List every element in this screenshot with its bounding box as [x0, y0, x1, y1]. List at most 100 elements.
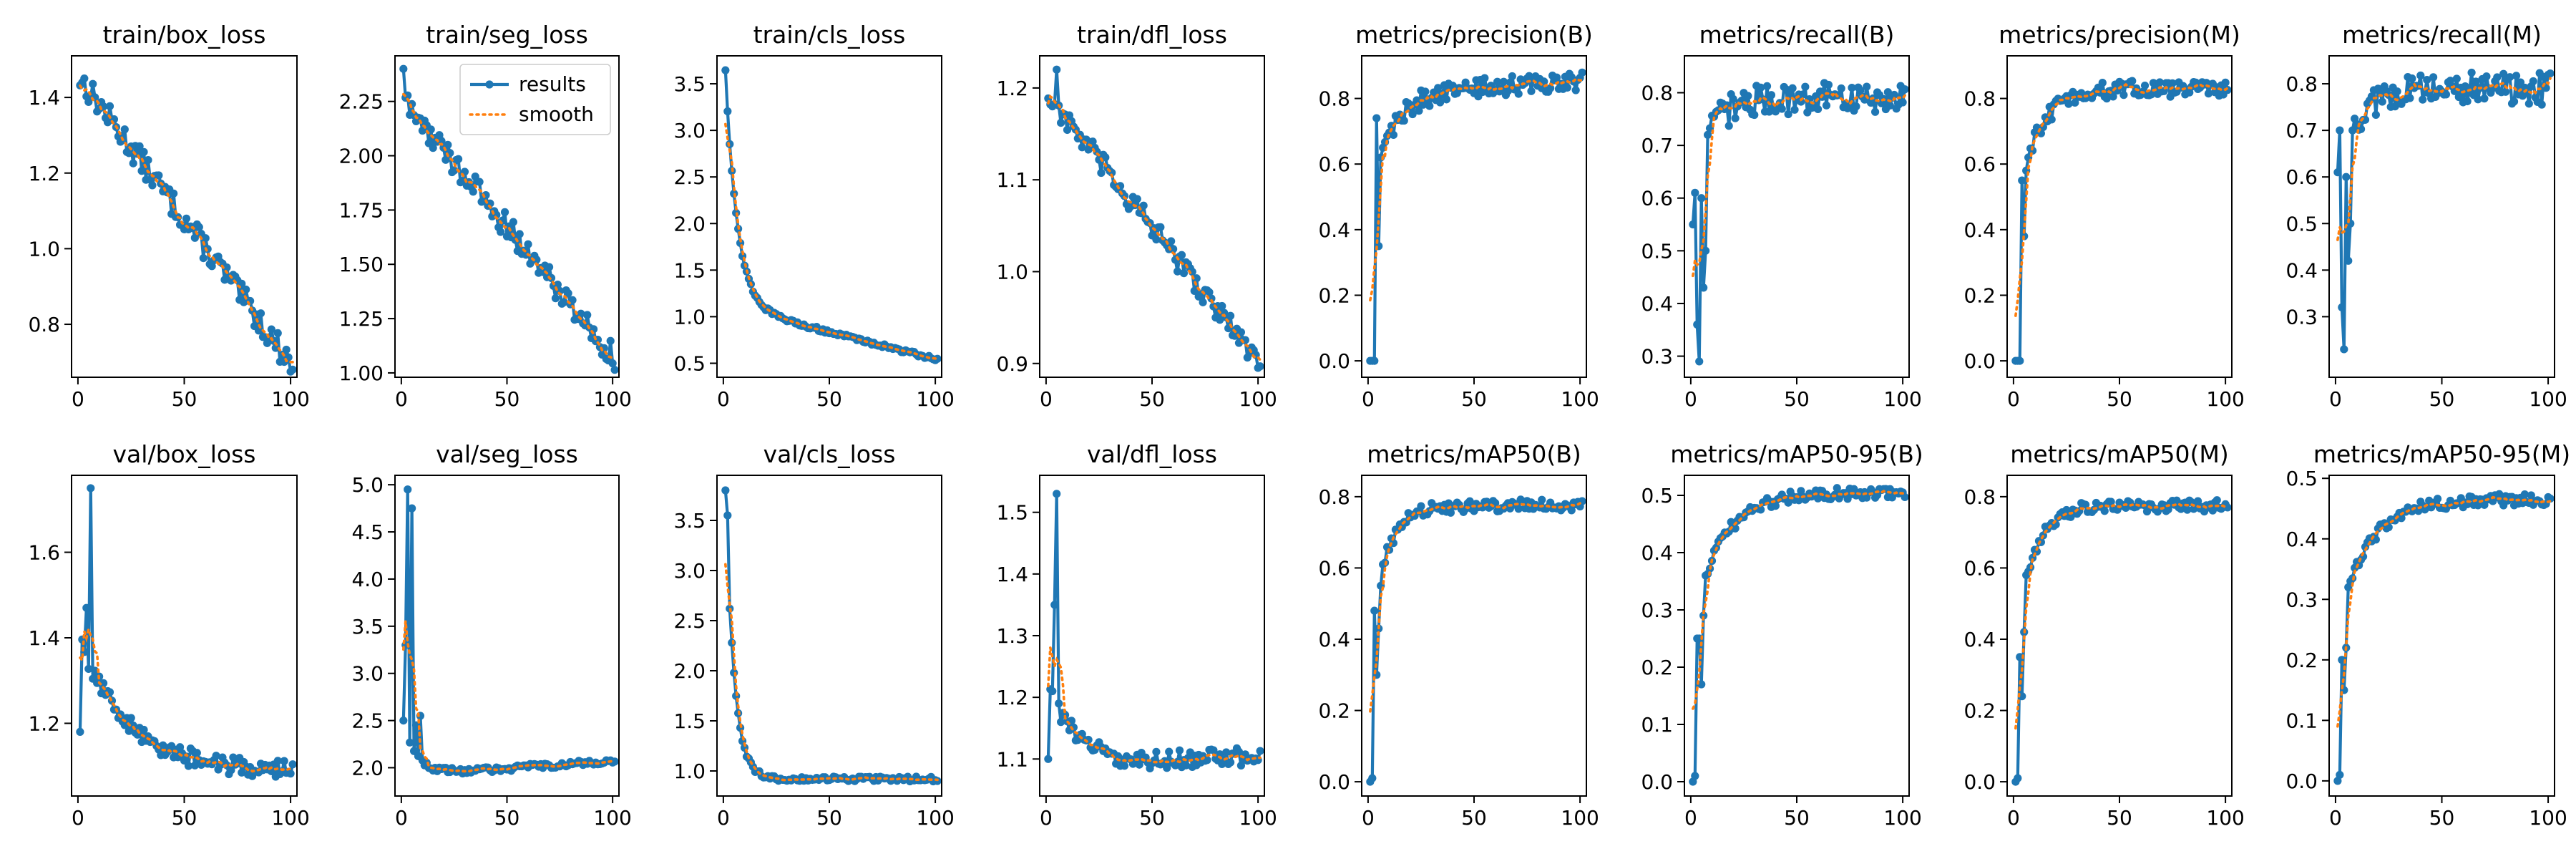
results-point — [2467, 68, 2476, 77]
results-point — [93, 679, 102, 687]
results-point — [1181, 761, 1190, 770]
x-tick-label: 0 — [72, 806, 84, 830]
results-point — [1152, 747, 1161, 756]
y-tick-label: 1.0 — [996, 260, 1028, 283]
results-point — [242, 285, 250, 294]
results-point — [1370, 606, 1379, 615]
results-point — [1165, 747, 1174, 756]
y-tick-label: 0.0 — [1963, 349, 1996, 373]
results-point — [201, 234, 210, 243]
subplot-15: metrics/mAP50-95(M) 0 50 100 0.0 0.1 0.2 0.3 0.4… — [2285, 440, 2570, 830]
axes-frame — [1361, 55, 1587, 378]
results-line — [723, 70, 939, 362]
results-point — [1506, 78, 1514, 87]
results-point — [1852, 102, 1860, 111]
results-point — [406, 738, 414, 747]
results-point — [2172, 496, 2181, 505]
results-point — [1050, 601, 1059, 609]
axes-frame — [2006, 55, 2233, 378]
y-tick-label: 0.0 — [1641, 770, 1673, 794]
results-point — [560, 298, 568, 306]
axes-frame — [71, 475, 298, 797]
results-point — [399, 64, 408, 73]
results-point — [1421, 87, 1430, 96]
results-point — [288, 760, 297, 769]
results-point — [195, 223, 203, 231]
subplot-9: val/seg_loss 0 50 100 2.0 2.5 3.0 3.5 4.0 4.5 5.0 — [351, 440, 631, 830]
results-point — [1885, 101, 1894, 110]
y-tick-label: 1.2 — [996, 686, 1028, 709]
subplot-14: metrics/mAP50(M) 0 50 100 0.0 0.2 0.4 0.6 0.8 — [1963, 440, 2244, 830]
results-point — [1256, 747, 1264, 755]
results-point — [450, 166, 459, 175]
results-point — [497, 228, 505, 236]
y-tick-label: 0.4 — [2285, 258, 2318, 282]
y-tick-label: 0.8 — [2285, 72, 2318, 96]
y-tick-label: 0.0 — [1963, 770, 1996, 794]
results-point — [1173, 267, 1182, 276]
results-point — [1890, 90, 1898, 100]
results-point — [1368, 774, 1377, 782]
results-point — [125, 727, 133, 735]
y-tick-label: 5.0 — [351, 473, 384, 497]
subplot-title: val/dfl_loss — [1087, 440, 1217, 468]
results-point — [1057, 118, 1065, 127]
plot-area — [1044, 490, 1264, 773]
results-point — [1167, 237, 1176, 246]
results-point — [1156, 223, 1165, 231]
axes-frame — [2006, 475, 2233, 797]
y-tick-label: 0.5 — [2285, 467, 2318, 490]
results-point — [1192, 274, 1201, 283]
results-point — [723, 107, 732, 116]
results-point — [1163, 764, 1171, 772]
results-point — [1833, 484, 1841, 492]
results-point — [577, 309, 585, 318]
results-point — [1750, 110, 1759, 120]
plot-area — [76, 484, 297, 781]
results-point — [190, 233, 199, 242]
x-tick-label: 100 — [1561, 806, 1599, 830]
results-point — [1552, 73, 1561, 82]
results-point — [2520, 490, 2529, 499]
results-point — [1697, 680, 1706, 689]
results-point — [2098, 79, 2107, 87]
results-point — [2419, 95, 2427, 104]
results-point — [1724, 122, 1733, 130]
x-tick-label: 50 — [1139, 387, 1165, 411]
results-point — [1190, 286, 1199, 295]
y-tick-label: 3.0 — [351, 662, 384, 686]
results-point — [2223, 86, 2232, 94]
results-point — [1871, 107, 1880, 116]
results-point — [2223, 503, 2232, 512]
y-tick-label: 0.8 — [28, 313, 60, 336]
x-tick-label: 50 — [2429, 387, 2455, 411]
results-point — [1771, 502, 1780, 510]
smooth-line — [2014, 82, 2229, 317]
results-point — [1216, 316, 1224, 324]
results-point — [2155, 78, 2164, 87]
results-point — [509, 218, 517, 226]
results-point — [583, 311, 592, 319]
y-tick-label: 1.0 — [673, 305, 706, 329]
results-point — [1777, 105, 1786, 113]
results-point — [728, 639, 736, 647]
x-tick-label: 100 — [1561, 387, 1599, 411]
results-point — [2463, 97, 2472, 106]
y-tick-label: 0.3 — [2285, 305, 2318, 329]
x-tick-label: 50 — [816, 387, 842, 411]
results-line — [78, 486, 295, 779]
x-tick-label: 100 — [271, 387, 309, 411]
results-point — [1177, 251, 1186, 259]
results-point — [500, 208, 509, 216]
y-tick-label: 0.4 — [1318, 218, 1350, 242]
results-point — [1729, 94, 1737, 103]
subplot-title: val/seg_loss — [436, 440, 578, 468]
results-point — [120, 125, 129, 134]
results-point — [1578, 68, 1586, 77]
results-point — [1784, 498, 1792, 507]
y-tick-label: 0.4 — [1641, 292, 1673, 316]
results-point — [1703, 130, 1712, 140]
results-point — [2194, 497, 2202, 505]
results-point — [1784, 110, 1792, 119]
x-tick-label: 100 — [2206, 387, 2244, 411]
